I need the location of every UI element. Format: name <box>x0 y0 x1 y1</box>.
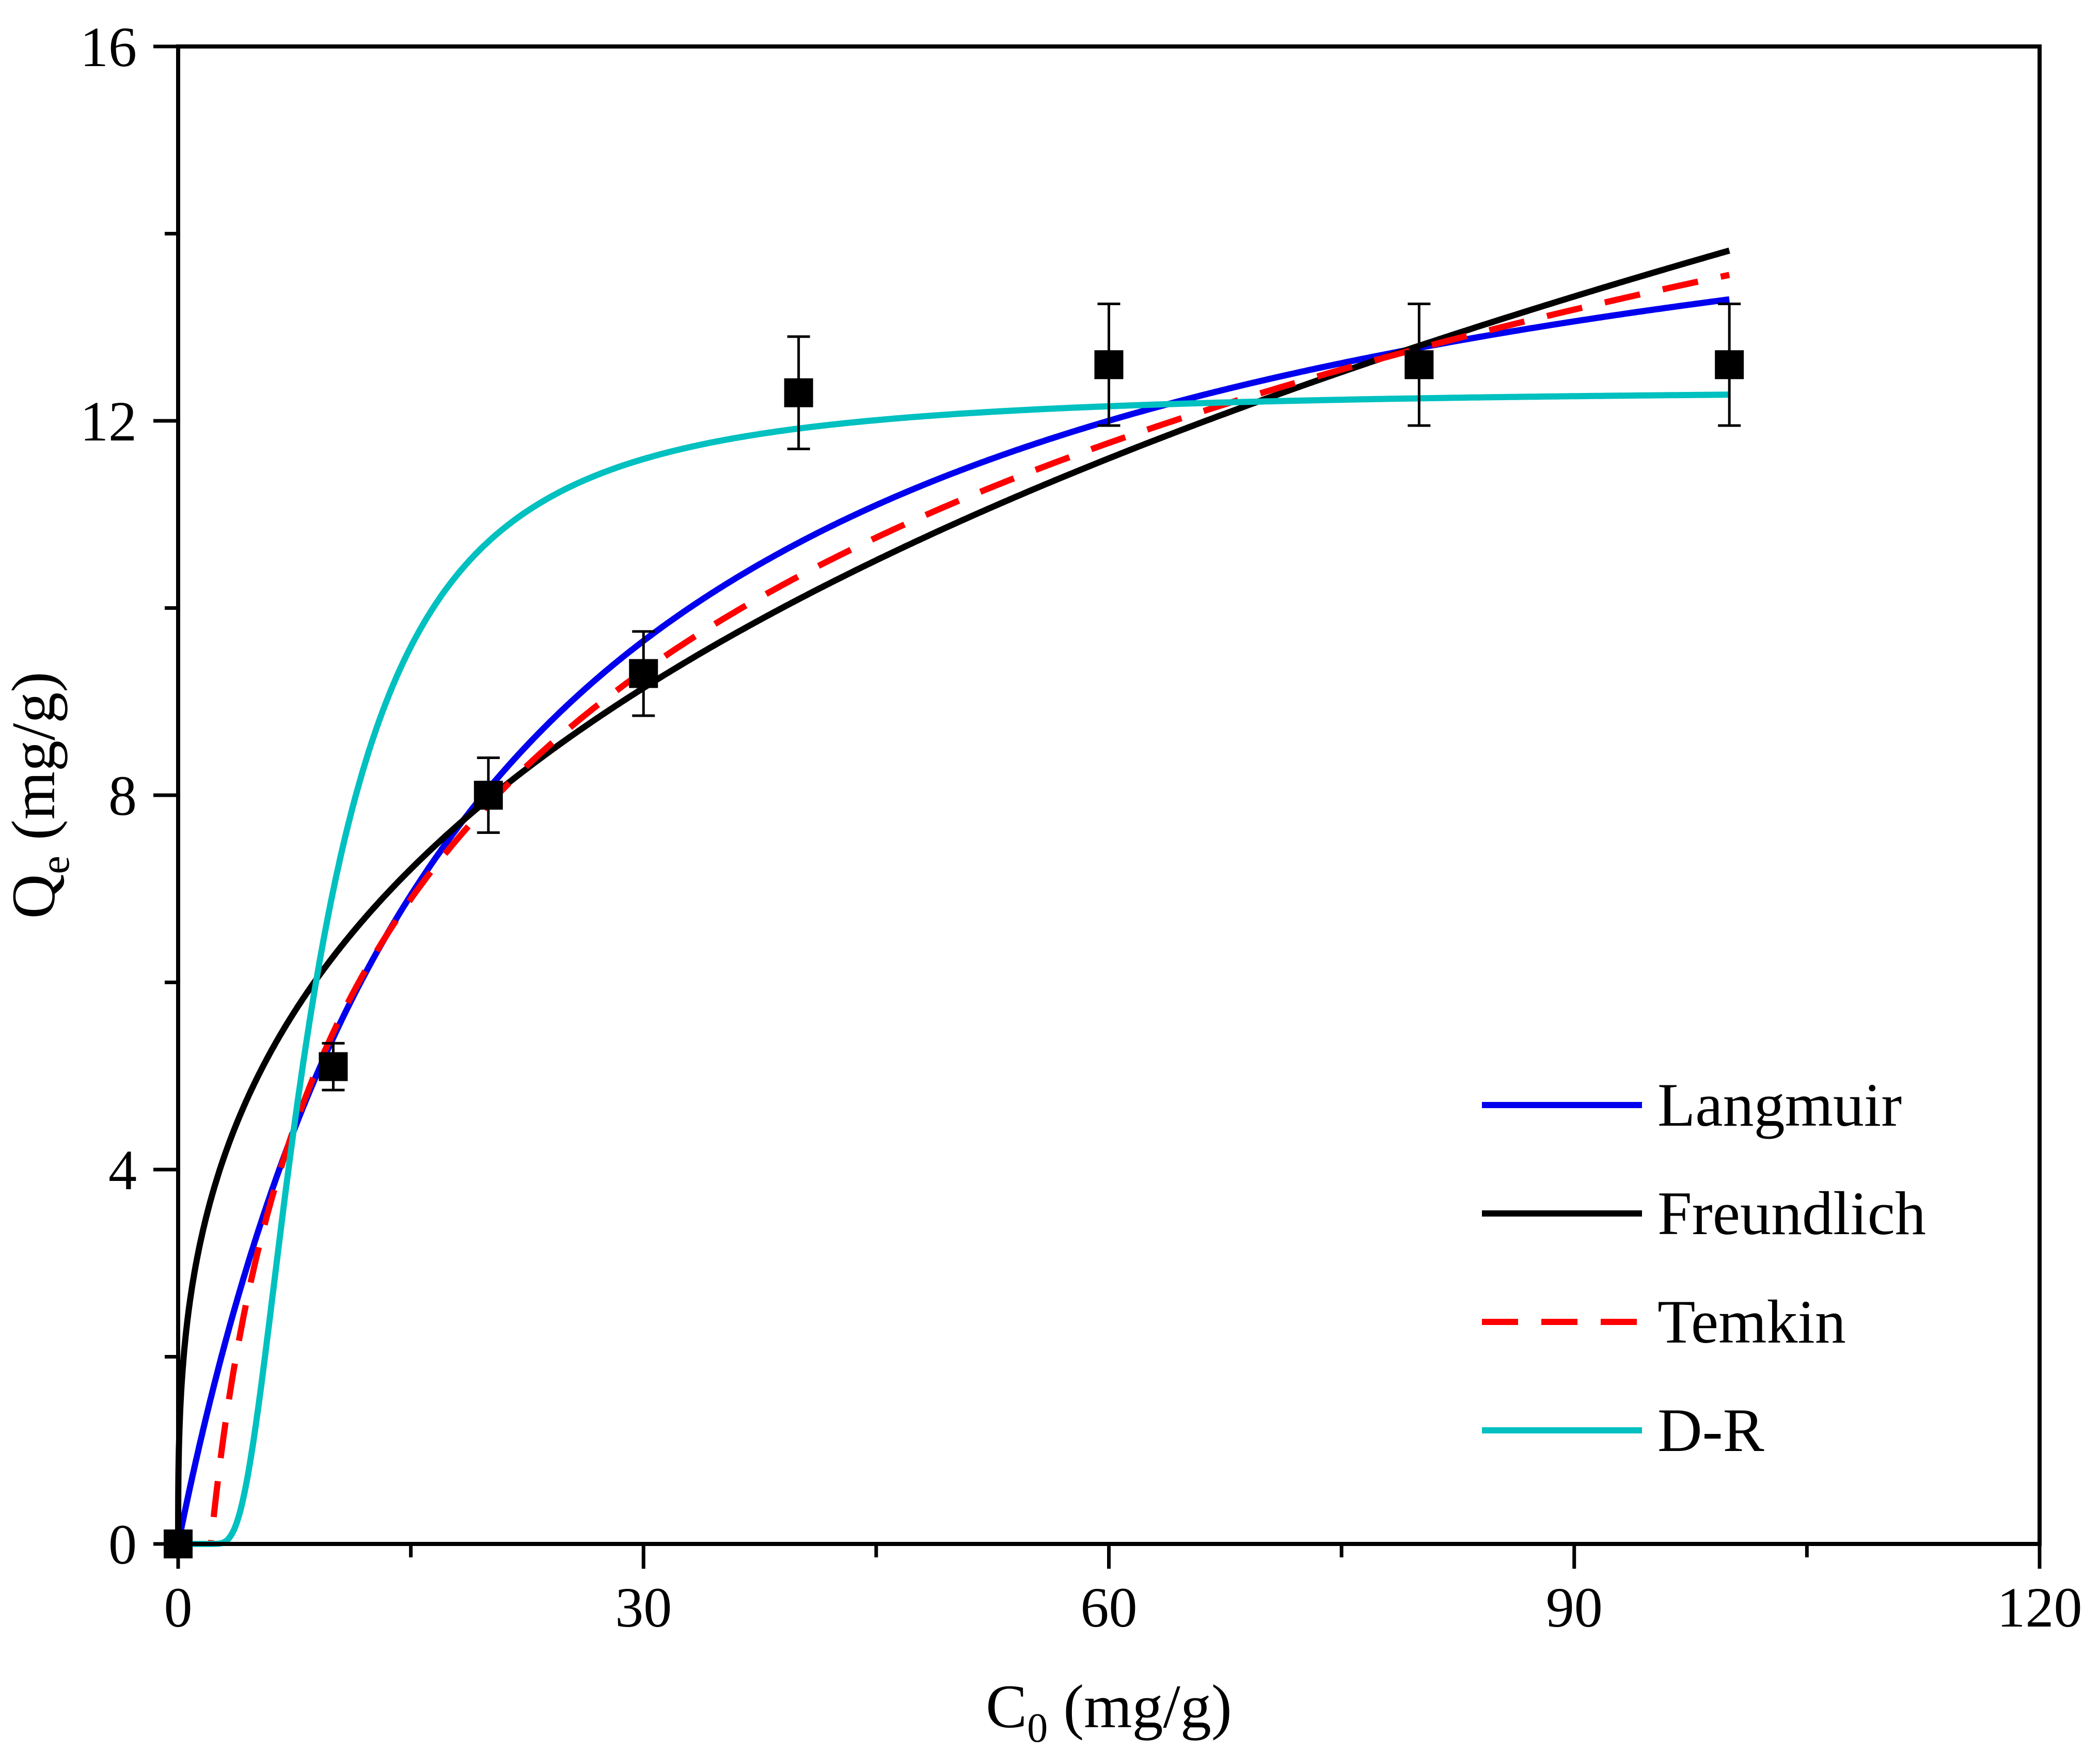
y-tick-label: 0 <box>108 1513 137 1576</box>
y-axis-title: Qe (mg/g) <box>0 672 78 919</box>
curve-langmuir <box>175 296 1730 1547</box>
y-axis-title-main: Q <box>0 874 68 919</box>
data-point <box>629 659 658 688</box>
y-tick-label: 12 <box>80 390 137 453</box>
y-tick-label: 4 <box>108 1139 137 1202</box>
x-axis-title-main: C <box>986 1672 1027 1741</box>
data-point <box>1094 350 1124 380</box>
data-point <box>1715 350 1744 380</box>
x-tick-label: 90 <box>1546 1576 1603 1639</box>
axis-ticks <box>153 44 2042 1569</box>
y-tick-label: 16 <box>80 15 137 78</box>
data-point <box>1404 350 1434 380</box>
legend-label-langmuir: Langmuir <box>1657 1070 1902 1139</box>
x-tick-label: 30 <box>615 1576 672 1639</box>
tick-labels: 0 30 60 90 120 0 4 8 12 16 <box>80 15 2082 1639</box>
data-points <box>164 302 1744 1558</box>
x-tick-label: 120 <box>1997 1576 2082 1639</box>
y-axis-title-unit: (mg/g) <box>0 672 68 856</box>
data-point <box>784 378 813 407</box>
x-axis-title-unit: (mg/g) <box>1048 1672 1232 1741</box>
legend-label-temkin: Temkin <box>1657 1287 1846 1356</box>
x-tick-label: 0 <box>164 1576 193 1639</box>
legend-label-d-r: D-R <box>1657 1396 1764 1464</box>
legend-label-freundlich: Freundlich <box>1657 1179 1926 1248</box>
x-tick-label: 60 <box>1081 1576 1138 1639</box>
legend: Langmuir Freundlich Temkin D-R <box>1482 1070 1926 1464</box>
data-point <box>473 781 503 810</box>
curve-d-r <box>175 391 1730 1547</box>
y-tick-label: 8 <box>108 764 137 827</box>
curve-temkin <box>175 272 1730 1547</box>
x-axis-title: C0 (mg/g) <box>986 1672 1232 1751</box>
x-axis-title-sub: 0 <box>1027 1706 1048 1751</box>
fit-curves <box>175 247 1730 1547</box>
data-point <box>319 1052 348 1081</box>
y-axis-title-sub: e <box>33 856 78 874</box>
